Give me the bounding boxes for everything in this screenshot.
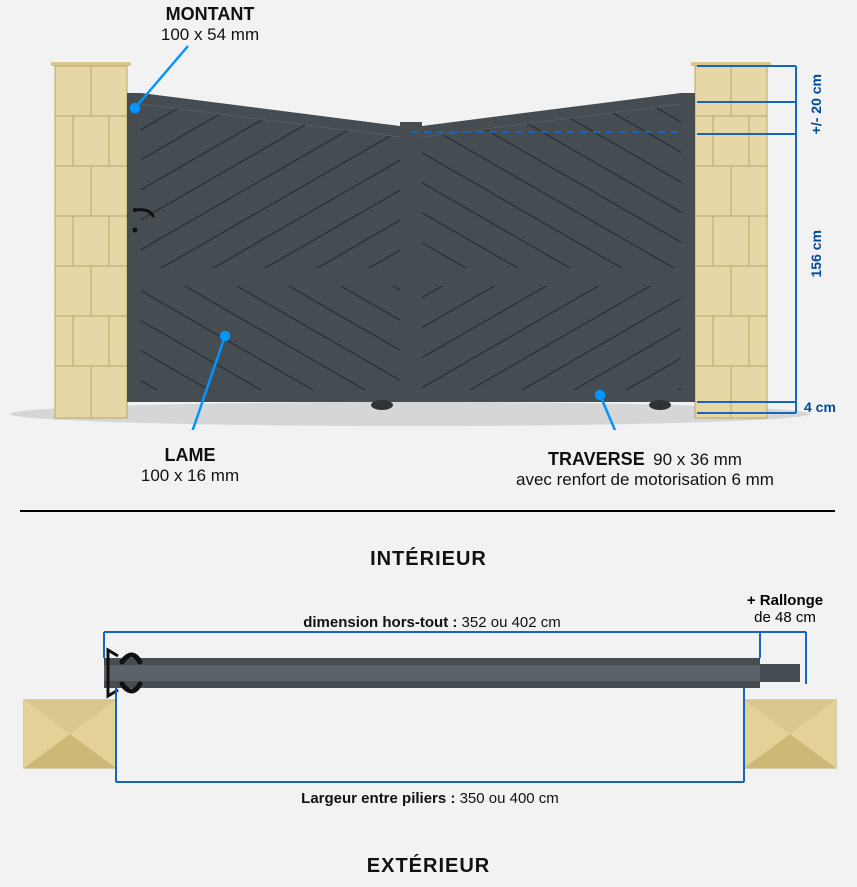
rallonge-label: + Rallonge de 48 cm (730, 592, 840, 626)
pillar-right (691, 62, 771, 418)
interieur-title: INTÉRIEUR (0, 548, 857, 571)
montant-label: MONTANT 100 x 54 mm (130, 4, 290, 45)
divider (20, 510, 835, 512)
exterieur-title: EXTÉRIEUR (0, 855, 857, 878)
dim-mid: 156 cm (808, 230, 824, 277)
pillar-left (51, 62, 131, 418)
pillar-top-left (24, 700, 116, 768)
dim-top: +/- 20 cm (808, 74, 824, 134)
lame-label: LAME 100 x 16 mm (90, 445, 290, 486)
pillar-top-right (744, 700, 836, 768)
traverse-label: TRAVERSE 90 x 36 mm avec renfort de moto… (480, 449, 810, 490)
entre-piliers-label: Largeur entre piliers : 350 ou 400 cm (116, 790, 744, 807)
gate (127, 93, 695, 410)
hors-tout-label: dimension hors-tout : 352 ou 402 cm (104, 614, 760, 631)
dim-bottom: 4 cm (804, 399, 836, 415)
front-elevation (0, 0, 857, 430)
